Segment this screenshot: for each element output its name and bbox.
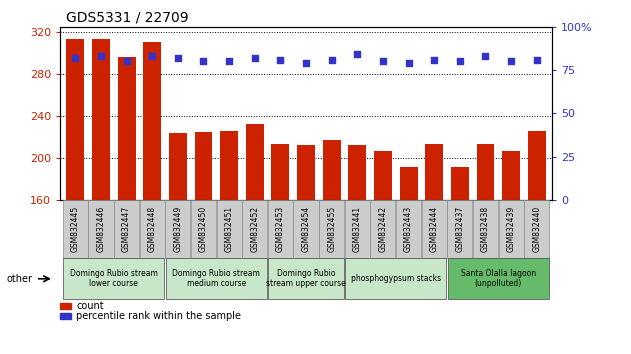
Bar — [92, 39, 110, 200]
Text: GSM832454: GSM832454 — [302, 206, 310, 252]
Text: GSM832440: GSM832440 — [532, 206, 541, 252]
Point — [404, 60, 414, 66]
Text: GSM832444: GSM832444 — [430, 206, 439, 252]
Text: GSM832443: GSM832443 — [404, 206, 413, 252]
Text: Domingo Rubio stream
lower course: Domingo Rubio stream lower course — [70, 269, 158, 289]
Point — [532, 57, 542, 62]
Text: GSM832439: GSM832439 — [507, 206, 516, 252]
Text: count: count — [76, 301, 104, 311]
Bar — [348, 145, 366, 200]
Bar — [271, 144, 290, 200]
Bar — [425, 144, 443, 200]
Point — [352, 51, 362, 57]
Text: GSM832450: GSM832450 — [199, 206, 208, 252]
Point — [173, 55, 183, 61]
Point — [250, 55, 260, 61]
Bar — [528, 131, 546, 200]
Point — [96, 53, 106, 59]
Bar — [194, 132, 213, 200]
Text: percentile rank within the sample: percentile rank within the sample — [76, 311, 241, 321]
Bar — [169, 133, 187, 200]
Point — [70, 55, 80, 61]
Point — [301, 60, 311, 66]
Point — [506, 58, 516, 64]
Text: GSM832455: GSM832455 — [327, 206, 336, 252]
Point — [198, 58, 208, 64]
Bar — [399, 167, 418, 200]
Bar — [220, 131, 238, 200]
Text: GSM832445: GSM832445 — [71, 206, 80, 252]
Text: GSM832449: GSM832449 — [174, 206, 182, 252]
Text: phosphogypsum stacks: phosphogypsum stacks — [351, 274, 441, 283]
Point — [147, 53, 157, 59]
Bar — [451, 167, 469, 200]
Text: Domingo Rubio stream
medium course: Domingo Rubio stream medium course — [172, 269, 260, 289]
Bar — [66, 39, 85, 200]
Bar — [374, 150, 392, 200]
Text: GSM832437: GSM832437 — [456, 206, 464, 252]
Bar — [117, 57, 136, 200]
Point — [224, 58, 234, 64]
Text: GSM832441: GSM832441 — [353, 206, 362, 252]
Bar — [502, 150, 520, 200]
Text: GSM832447: GSM832447 — [122, 206, 131, 252]
Text: GSM832451: GSM832451 — [225, 206, 233, 252]
Point — [455, 58, 465, 64]
Bar — [143, 42, 161, 200]
Text: GSM832452: GSM832452 — [251, 206, 259, 252]
Text: other: other — [6, 274, 32, 284]
Point — [327, 57, 337, 62]
Bar — [297, 145, 315, 200]
Bar — [476, 144, 495, 200]
Point — [122, 58, 132, 64]
Point — [429, 57, 439, 62]
Text: GSM832453: GSM832453 — [276, 206, 285, 252]
Bar — [246, 124, 264, 200]
Point — [378, 58, 388, 64]
Text: GSM832446: GSM832446 — [97, 206, 105, 252]
Text: GSM832448: GSM832448 — [148, 206, 156, 252]
Bar — [322, 140, 341, 200]
Point — [275, 57, 285, 62]
Text: Domingo Rubio
stream upper course: Domingo Rubio stream upper course — [266, 269, 346, 289]
Text: GSM832438: GSM832438 — [481, 206, 490, 252]
Text: GSM832442: GSM832442 — [379, 206, 387, 252]
Point — [480, 53, 490, 59]
Text: GDS5331 / 22709: GDS5331 / 22709 — [66, 11, 189, 25]
Text: Santa Olalla lagoon
(unpolluted): Santa Olalla lagoon (unpolluted) — [461, 269, 536, 289]
